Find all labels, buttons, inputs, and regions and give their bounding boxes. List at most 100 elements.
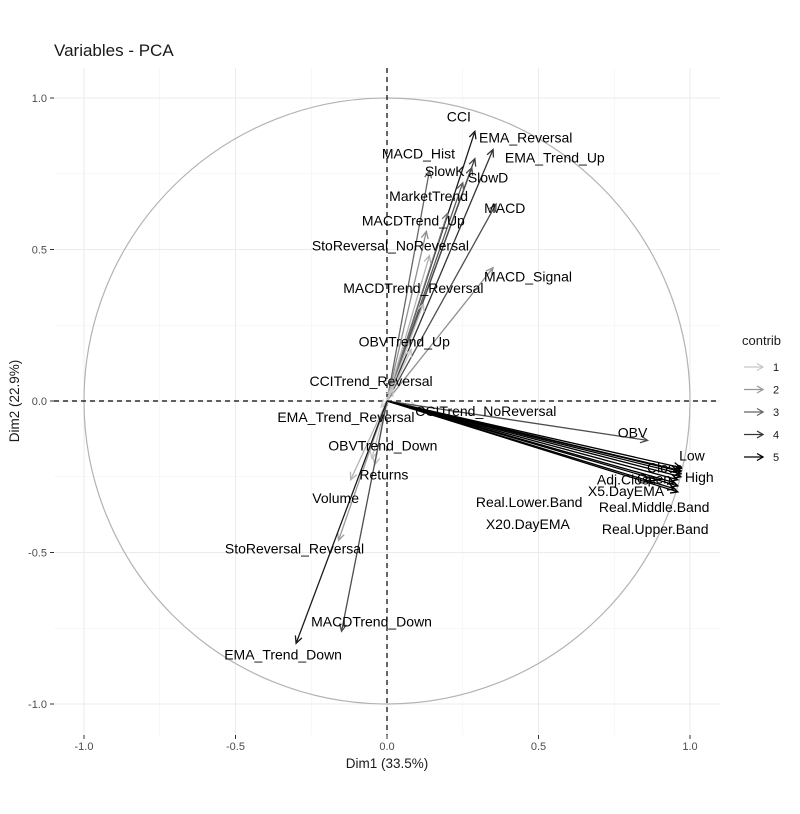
arrow-head xyxy=(486,148,495,158)
arrow-real-upper-band xyxy=(386,400,680,494)
arrow-shaft xyxy=(386,170,431,402)
label-slowk: SlowK xyxy=(425,163,465,179)
legend-item-label: 5 xyxy=(773,452,779,464)
legend-key-arrowhead xyxy=(756,430,765,439)
label-obv: OBV xyxy=(618,424,648,440)
label-cci: CCI xyxy=(447,108,471,124)
arrow-macdtrend-up xyxy=(386,229,429,402)
label-ema-reversal: EMA_Reversal xyxy=(479,130,572,146)
chart-title: Variables - PCA xyxy=(54,41,174,60)
arrow-head xyxy=(485,266,494,276)
legend: contrib 1 2 3 4 5 xyxy=(742,333,781,464)
variable-arrows xyxy=(294,129,683,645)
arrow-shaft xyxy=(386,203,497,402)
arrow-markettrend xyxy=(386,211,450,402)
arrow-shaft xyxy=(386,400,679,493)
arrow-macdtrend-reversal xyxy=(386,302,425,402)
arrow-shaft xyxy=(386,182,464,402)
legend-item-label: 4 xyxy=(773,430,779,442)
label-obvtrend-down: OBVTrend_Down xyxy=(328,438,437,454)
legend-item-1: 1 xyxy=(744,362,779,374)
x-tick-label: 0.5 xyxy=(531,741,546,753)
label-ccitrend-reversal: CCITrend_Reversal xyxy=(309,373,432,389)
legend-item-3: 3 xyxy=(744,407,779,419)
x-tick-label: 0.0 xyxy=(379,741,394,753)
label-macd: MACD xyxy=(484,200,525,216)
arrow-head xyxy=(423,254,432,264)
legend-key-arrowhead xyxy=(756,362,765,372)
label-markettrend: MarketTrend xyxy=(389,188,468,204)
arrow-head xyxy=(338,623,347,633)
arrow-head xyxy=(639,435,650,444)
arrow-ccitrend-reversal xyxy=(386,387,394,402)
label-open: Open xyxy=(637,471,671,487)
label-close: Close xyxy=(647,460,683,476)
legend-item-label: 2 xyxy=(773,385,779,397)
y-axis-title: Dim2 (22.9%) xyxy=(7,360,22,443)
legend-key-arrowhead xyxy=(756,385,765,394)
label-real-upper-band: Real.Upper.Band xyxy=(602,521,709,537)
arrow-shaft xyxy=(386,212,449,402)
legend-item-2: 2 xyxy=(744,385,779,397)
legend-title: contrib xyxy=(742,333,781,348)
legend-key-arrowhead xyxy=(756,407,765,417)
arrow-shaft xyxy=(340,400,388,632)
arrow-shaft xyxy=(386,149,494,402)
label-high: High xyxy=(685,469,714,485)
arrow-macdtrend-down xyxy=(338,400,388,633)
axes: -1.0 -0.5 0.0 0.5 1.0 1.0 0.5 0.0 -0.5 -1.0 xyxy=(28,93,698,753)
label-ema-trend-down: EMA_Trend_Down xyxy=(224,646,342,662)
arrow-macd xyxy=(386,202,497,402)
arrow-head xyxy=(349,471,358,482)
arrow-head xyxy=(420,229,429,240)
arrow-shaft xyxy=(386,255,431,402)
label-real-middle-band: Real.Middle.Band xyxy=(599,499,710,515)
y-tick-label: -1.0 xyxy=(28,699,47,711)
label-slowd: SlowD xyxy=(468,170,508,186)
arrow-head xyxy=(386,387,394,397)
x-tick-label: -1.0 xyxy=(75,741,94,753)
arrow-slowk xyxy=(386,181,465,402)
label-ema-trend-reversal: EMA_Trend_Reversal xyxy=(277,409,414,425)
arrow-shaft xyxy=(386,303,424,402)
x-axis-title: Dim1 (33.5%) xyxy=(346,756,429,771)
arrow-head xyxy=(369,450,378,461)
label-x20-dayema: X20.DayEMA xyxy=(486,516,571,532)
label-macdtrend-reversal: MACDTrend_Reversal xyxy=(343,280,483,296)
arrow-shaft xyxy=(386,267,494,402)
y-tick-label: 1.0 xyxy=(32,93,47,105)
arrow-macd-signal xyxy=(386,266,494,402)
arrow-ema-trend-down xyxy=(294,400,388,645)
label-volume: Volume xyxy=(312,490,359,506)
x-tick-label: -0.5 xyxy=(226,741,245,753)
arrow-head xyxy=(465,166,474,176)
arrow-shaft xyxy=(386,388,394,402)
arrow-head xyxy=(456,181,465,191)
arrow-head xyxy=(669,485,680,494)
arrow-volume xyxy=(349,400,388,482)
label-storeversal-noreversal: StoReversal_NoReversal xyxy=(312,238,469,254)
arrow-shaft xyxy=(295,400,388,644)
label-ema-trend-up: EMA_Trend_Up xyxy=(505,150,605,166)
arrow-head xyxy=(489,202,497,213)
arrow-head xyxy=(294,635,303,645)
arrow-ema-reversal xyxy=(386,148,495,402)
label-x5-dayema: X5.DayEMA xyxy=(588,483,665,499)
arrow-head xyxy=(468,157,477,167)
arrow-head xyxy=(468,129,477,140)
arrow-macd-hist xyxy=(386,169,433,402)
label-ccitrend-noreversal: CCITrend_NoReversal xyxy=(415,403,556,419)
legend-item-label: 3 xyxy=(773,407,779,419)
y-tick-label: 0.5 xyxy=(32,245,47,257)
label-macd-signal: MACD_Signal xyxy=(484,269,572,285)
legend-item-4: 4 xyxy=(744,430,779,442)
y-tick-label: -0.5 xyxy=(28,548,47,560)
arrow-head xyxy=(441,211,450,222)
label-adj-close: Adj.Close xyxy=(597,472,657,488)
arrow-storeversal-noreversal xyxy=(386,254,432,402)
legend-item-label: 1 xyxy=(773,362,779,374)
arrow-head xyxy=(417,302,425,313)
label-low: Low xyxy=(679,448,706,464)
y-tick-label: 0.0 xyxy=(32,396,47,408)
